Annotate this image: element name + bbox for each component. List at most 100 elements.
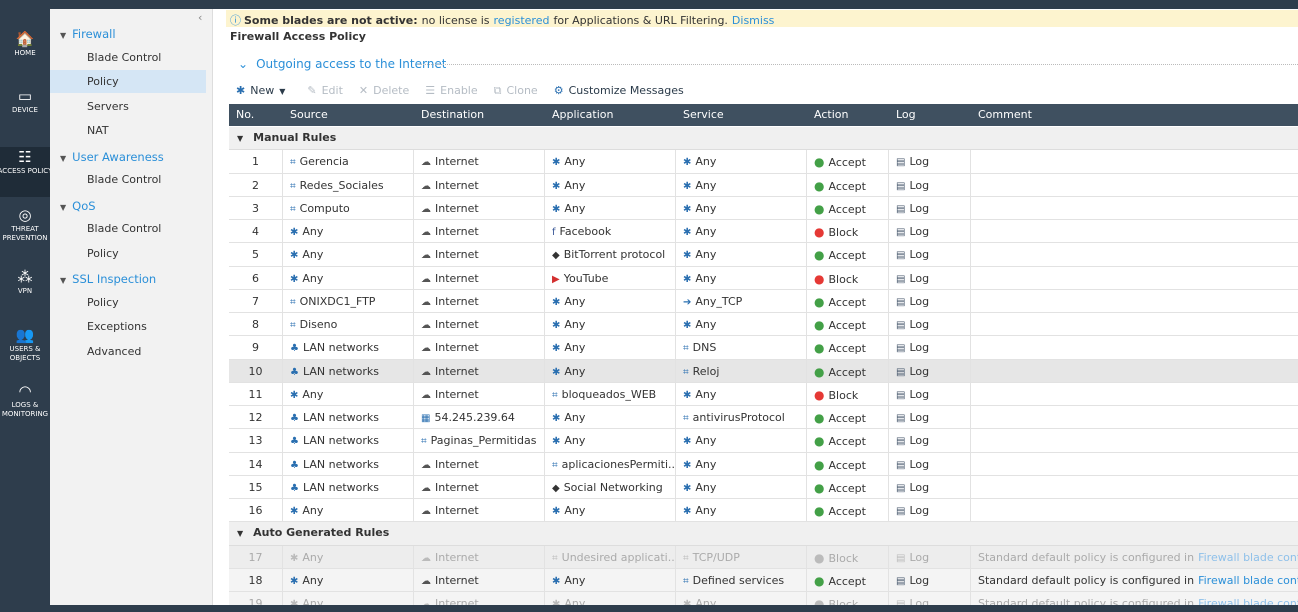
- nav-item[interactable]: ☷ACCESS POLICY: [0, 147, 50, 197]
- toolbar-label[interactable]: Clone: [506, 84, 537, 97]
- tree-item[interactable]: Policy: [50, 242, 206, 265]
- nav-label[interactable]: HOME: [0, 49, 50, 58]
- tree-group[interactable]: ▼SSL Inspection: [60, 272, 156, 286]
- tree-group-label[interactable]: QoS: [72, 199, 95, 213]
- tree-item[interactable]: NAT: [50, 119, 206, 142]
- group-row[interactable]: ▼Auto Generated Rules: [229, 522, 1298, 545]
- cell-icon: ⌗: [421, 436, 427, 447]
- rule-row[interactable]: 13♣LAN networks⌗Paginas_Permitidas✱Any✱A…: [229, 429, 1298, 452]
- toolbar-button[interactable]: ✱New▼: [236, 84, 285, 97]
- toolbar-button[interactable]: ☰Enable: [425, 84, 477, 97]
- nav-icon: ◠: [0, 381, 50, 401]
- rule-row[interactable]: 16✱Any☁Internet✱Any✱Any●Accept▤Log: [229, 499, 1298, 522]
- column-header[interactable]: Log: [896, 108, 916, 121]
- rule-row[interactable]: 6✱Any☁Internet▶YouTube✱Any●Block▤Log: [229, 267, 1298, 290]
- toolbar-button[interactable]: ✎Edit: [307, 84, 343, 97]
- tree-item[interactable]: Advanced: [50, 340, 206, 363]
- tree-item[interactable]: Blade Control: [50, 217, 206, 240]
- cell-icon: ✱: [683, 227, 691, 238]
- notice-link[interactable]: registered: [494, 14, 550, 27]
- tree-group-label[interactable]: Firewall: [72, 27, 115, 41]
- nav-item[interactable]: ▭DEVICE: [0, 86, 50, 136]
- cell: ♣LAN networks: [283, 429, 414, 452]
- cell: ✱Any: [676, 453, 807, 476]
- column-header[interactable]: Destination: [421, 108, 484, 121]
- rule-row[interactable]: 9♣LAN networks☁Internet✱Any⌗DNS●Accept▤L…: [229, 336, 1298, 359]
- toolbar-button[interactable]: ✕Delete: [359, 84, 409, 97]
- toolbar-label[interactable]: Enable: [440, 84, 477, 97]
- toolbar-label[interactable]: New: [250, 84, 274, 97]
- page-title: Firewall Access Policy: [230, 30, 366, 43]
- rule-row[interactable]: 18✱Any☁Internet✱Any⌗Defined services●Acc…: [229, 569, 1298, 592]
- nav-label[interactable]: VPN: [0, 287, 50, 296]
- tree-item[interactable]: Exceptions: [50, 315, 206, 338]
- rule-row[interactable]: 4✱Any☁InternetfFacebook✱Any●Block▤Log: [229, 220, 1298, 243]
- group-name[interactable]: Auto Generated Rules: [253, 526, 389, 539]
- rule-row[interactable]: 10♣LAN networks☁Internet✱Any⌗Reloj●Accep…: [229, 360, 1298, 383]
- nav-item[interactable]: ⁂VPN: [0, 267, 50, 317]
- toolbar-label[interactable]: Edit: [322, 84, 343, 97]
- cell: ▤Log: [889, 336, 971, 359]
- column-header[interactable]: Comment: [978, 108, 1032, 121]
- tree-group[interactable]: ▼User Awareness: [60, 150, 164, 164]
- rule-row[interactable]: 15♣LAN networks☁Internet◆Social Networki…: [229, 476, 1298, 499]
- tree-item[interactable]: Blade Control: [50, 168, 206, 191]
- rule-row[interactable]: 14♣LAN networks☁Internet⌗aplicacionesPer…: [229, 453, 1298, 476]
- rule-row[interactable]: 12♣LAN networks▦54.245.239.64✱Any⌗antivi…: [229, 406, 1298, 429]
- column-header[interactable]: Service: [683, 108, 724, 121]
- nav-label[interactable]: LOGS & MONITORING: [0, 401, 50, 419]
- rule-row[interactable]: 3⌗Computo☁Internet✱Any✱Any●Accept▤Log: [229, 197, 1298, 220]
- rule-row[interactable]: 5✱Any☁Internet◆BitTorrent protocol✱Any●A…: [229, 243, 1298, 266]
- tree-item[interactable]: Servers: [50, 95, 206, 118]
- rule-row[interactable]: 1⌗Gerencia☁Internet✱Any✱Any●Accept▤Log: [229, 150, 1298, 173]
- rule-row[interactable]: 19✱Any☁Internet✱Any✱Any●Block▤LogStandar…: [229, 592, 1298, 605]
- cell-icon: ✱: [683, 181, 691, 192]
- nav-item[interactable]: ◠LOGS & MONITORING: [0, 381, 50, 431]
- rule-row[interactable]: 2⌗Redes_Sociales☁Internet✱Any✱Any●Accept…: [229, 174, 1298, 197]
- tree-item[interactable]: Blade Control: [50, 46, 206, 69]
- collapse[interactable]: ‹: [198, 11, 202, 24]
- cell: ✱Any: [545, 499, 676, 522]
- cell-icon: ◆: [552, 483, 560, 494]
- nav-item[interactable]: ◎THREAT PREVENTION: [0, 205, 50, 255]
- cell-icon: ●: [814, 179, 824, 193]
- toolbar-button[interactable]: ⧉Clone: [494, 84, 538, 97]
- rule-row[interactable]: 17✱Any☁Internet⌗Undesired applicati...⌗T…: [229, 546, 1298, 569]
- cell: ☁Internet: [414, 476, 545, 499]
- group-row[interactable]: ▼Manual Rules: [229, 127, 1298, 150]
- nav-label[interactable]: USERS & OBJECTS: [0, 345, 50, 363]
- comment-link[interactable]: Firewall blade control page: [1198, 574, 1298, 587]
- nav-label[interactable]: THREAT PREVENTION: [0, 225, 50, 243]
- cell: ♣LAN networks: [283, 336, 414, 359]
- notice-dismiss[interactable]: Dismiss: [732, 14, 775, 27]
- tree-group-label[interactable]: User Awareness: [72, 150, 164, 164]
- rule-row[interactable]: 11✱Any☁Internet⌗bloqueados_WEB✱Any●Block…: [229, 383, 1298, 406]
- group-name[interactable]: Manual Rules: [253, 131, 336, 144]
- cell-text: Accept: [828, 412, 866, 425]
- toolbar-button[interactable]: ⚙Customize Messages: [554, 84, 684, 97]
- toolbar-label[interactable]: Delete: [373, 84, 409, 97]
- nav-item[interactable]: 👥USERS & OBJECTS: [0, 325, 50, 375]
- column-header[interactable]: Source: [290, 108, 328, 121]
- comment-link[interactable]: Firewall blade control page: [1198, 597, 1298, 605]
- cell-text: Internet: [435, 272, 479, 285]
- tree-group-label[interactable]: SSL Inspection: [72, 272, 156, 286]
- comment-link[interactable]: Firewall blade control page: [1198, 551, 1298, 564]
- tree-item[interactable]: Policy: [50, 70, 206, 93]
- rule-row[interactable]: 7⌗ONIXDC1_FTP☁Internet✱Any➔Any_TCP●Accep…: [229, 290, 1298, 313]
- nav-item[interactable]: 🏠HOME: [0, 29, 50, 79]
- rule-row[interactable]: 8⌗Diseno☁Internet✱Any✱Any●Accept▤Log: [229, 313, 1298, 336]
- section-title[interactable]: ⌄Outgoing access to the Internet: [238, 57, 446, 71]
- column-header[interactable]: Application: [552, 108, 613, 121]
- cell: [971, 267, 1298, 290]
- column-header[interactable]: Action: [814, 108, 848, 121]
- nav-label[interactable]: DEVICE: [0, 106, 50, 115]
- toolbar-label[interactable]: Customize Messages: [569, 84, 684, 97]
- column-header[interactable]: No.: [236, 108, 254, 121]
- cell-icon: ✱: [552, 506, 560, 517]
- tree-group[interactable]: ▼QoS: [60, 199, 96, 213]
- nav-label[interactable]: ACCESS POLICY: [0, 167, 50, 176]
- tree-group[interactable]: ▼Firewall: [60, 27, 116, 41]
- tree-item[interactable]: Policy: [50, 291, 206, 314]
- cell-icon: ✱: [552, 297, 560, 308]
